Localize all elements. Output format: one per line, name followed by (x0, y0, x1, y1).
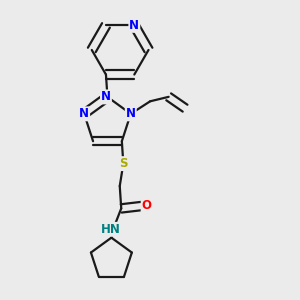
Text: N: N (79, 107, 89, 120)
Text: N: N (129, 19, 139, 32)
Text: N: N (126, 107, 136, 120)
Text: N: N (101, 90, 111, 104)
Text: HN: HN (101, 223, 121, 236)
Text: O: O (142, 199, 152, 212)
Text: S: S (119, 157, 128, 170)
